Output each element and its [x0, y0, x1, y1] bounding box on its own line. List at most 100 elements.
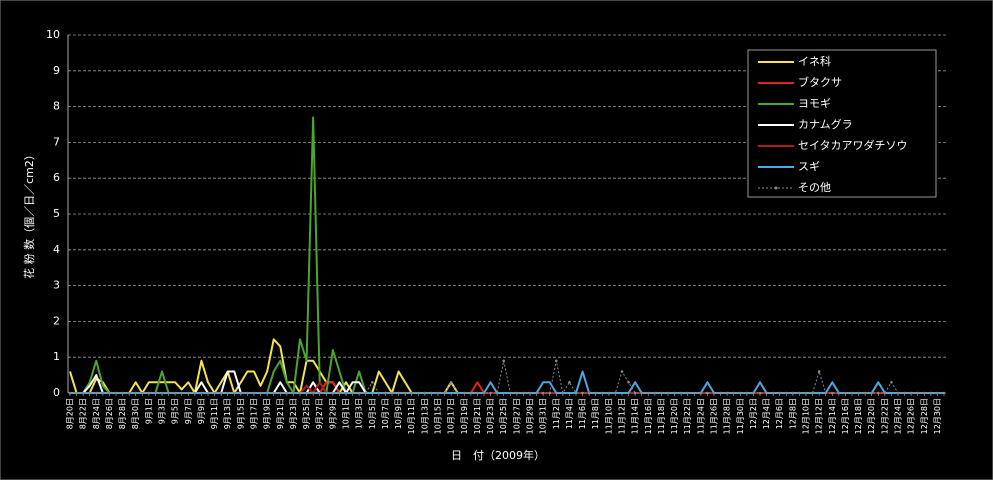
point	[890, 380, 893, 384]
point	[699, 391, 703, 395]
point	[515, 391, 519, 395]
point	[502, 359, 506, 363]
x-tick-label: 12月8日	[788, 398, 797, 429]
point	[88, 391, 92, 395]
point	[311, 391, 315, 395]
x-tick-label: 12月22日	[880, 398, 889, 434]
point	[403, 391, 407, 395]
x-tick-label: 10月7日	[381, 398, 390, 429]
point	[804, 391, 808, 395]
point	[370, 380, 374, 384]
point	[692, 391, 696, 395]
x-tick-label: 11月30日	[736, 398, 745, 434]
legend-label: ブタクサ	[798, 75, 842, 89]
x-tick-label: 9月25日	[302, 398, 311, 429]
point	[936, 391, 939, 395]
y-tick-label: 9	[53, 64, 60, 77]
point	[278, 391, 282, 395]
x-tick-label: 12月4日	[762, 398, 771, 429]
y-tick-label: 6	[53, 171, 60, 184]
point	[443, 391, 446, 395]
x-tick-label: 9月23日	[289, 398, 298, 429]
point	[561, 391, 565, 395]
point	[909, 391, 913, 395]
y-tick-label: 7	[53, 135, 60, 148]
x-tick-label: 12月24日	[894, 398, 903, 434]
point	[344, 391, 348, 395]
x-axis-title: 日 付（2009年）	[451, 448, 545, 462]
x-tick-label: 9月17日	[250, 398, 259, 429]
point	[508, 391, 512, 395]
point	[817, 370, 821, 373]
point	[548, 391, 552, 395]
x-tick-label: 9月9日	[197, 398, 206, 424]
legend-label: セイタカアワダチソウ	[798, 138, 908, 152]
legend-box	[747, 49, 937, 198]
point	[686, 391, 690, 395]
x-tick-label: 11月14日	[631, 398, 640, 434]
point	[75, 391, 78, 395]
point	[876, 391, 880, 395]
x-tick-label: 8月22日	[79, 398, 88, 429]
point	[423, 391, 427, 395]
point	[200, 391, 203, 395]
point	[653, 391, 657, 395]
x-tick-label: 11月10日	[604, 398, 613, 434]
point	[673, 391, 676, 395]
point	[318, 391, 322, 395]
x-tick-label: 10月13日	[420, 398, 429, 434]
point	[292, 391, 295, 395]
x-tick-label: 12月18日	[854, 398, 863, 434]
point	[108, 391, 111, 395]
point	[778, 391, 782, 395]
point	[916, 391, 920, 395]
point	[706, 391, 709, 395]
x-tick-label: 10月27日	[512, 398, 521, 434]
point	[574, 391, 578, 395]
x-tick-label: 10月17日	[447, 398, 456, 434]
point	[101, 391, 105, 395]
point	[522, 391, 525, 395]
x-tick-label: 10月9日	[394, 398, 403, 429]
point	[121, 391, 124, 395]
point	[883, 391, 887, 395]
x-tick-label: 8月30日	[131, 398, 140, 429]
point	[568, 380, 571, 384]
point	[896, 391, 900, 395]
point	[476, 391, 479, 395]
x-tick-label: 12月28日	[920, 398, 929, 434]
x-tick-label: 9月29日	[328, 398, 337, 429]
x-tick-label: 9月13日	[223, 398, 232, 429]
point	[377, 391, 381, 395]
point	[660, 391, 663, 395]
point	[147, 391, 151, 395]
point	[219, 391, 223, 395]
x-tick-label: 12月10日	[802, 398, 811, 434]
point	[870, 391, 874, 395]
point	[232, 391, 236, 395]
point	[81, 391, 85, 395]
point	[305, 391, 308, 395]
legend-label: カナムグラ	[798, 117, 853, 131]
x-tick-label: 11月8日	[591, 398, 600, 429]
point	[246, 391, 249, 395]
point	[430, 391, 433, 395]
x-tick-label: 11月26日	[710, 398, 719, 434]
point	[863, 391, 867, 395]
point	[213, 391, 216, 395]
point	[390, 391, 394, 395]
y-tick-label: 8	[53, 100, 60, 113]
point	[620, 370, 624, 373]
x-tick-label: 11月20日	[670, 398, 679, 434]
x-tick-label: 10月11日	[407, 398, 416, 434]
point	[482, 391, 486, 395]
point	[679, 391, 683, 395]
legend-label: イネ科	[798, 54, 831, 68]
x-tick-label: 9月21日	[276, 398, 285, 429]
x-tick-label: 12月16日	[841, 398, 850, 434]
point	[600, 391, 604, 395]
point	[206, 391, 210, 395]
x-tick-label: 9月15日	[236, 398, 245, 429]
x-tick-label: 10月25日	[499, 398, 508, 434]
